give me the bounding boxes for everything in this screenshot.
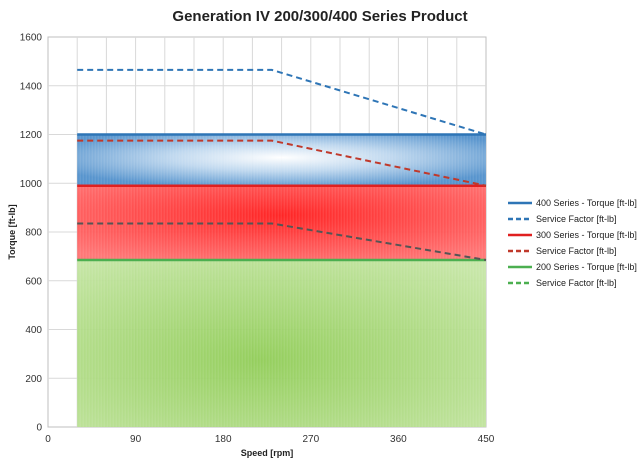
series-line-3 (77, 139, 487, 187)
legend: 400 Series - Torque [ft-lb] Service Facto… (508, 198, 637, 288)
x-tick-label: 0 (45, 434, 51, 445)
y-tick-label: 1600 (20, 33, 43, 44)
y-tick-label: 800 (25, 228, 42, 239)
y-axis-label: Torque [ft-lb] (7, 204, 17, 259)
series-line-5 (77, 222, 487, 262)
series-lines (77, 68, 487, 262)
legend-entry: Service Factor [ft-lb] (536, 246, 617, 256)
chart-title: Generation IV 200/300/400 Series Product (172, 8, 467, 25)
y-tick-label: 1400 (20, 81, 43, 92)
x-tick-label: 90 (130, 434, 142, 445)
legend-entry: Service Factor [ft-lb] (536, 278, 617, 288)
y-tick-label: 600 (25, 276, 42, 287)
x-axis-label: Speed [rpm] (241, 448, 294, 458)
legend-entry: Service Factor [ft-lb] (536, 214, 617, 224)
series-fills (77, 134, 486, 427)
series-line-1 (77, 68, 487, 136)
y-tick-label: 400 (25, 325, 42, 336)
y-tick-label: 200 (25, 374, 42, 385)
legend-entry: 200 Series - Torque [ft-lb] (536, 262, 637, 272)
series-fill-4 (77, 260, 486, 427)
x-tick-label: 450 (478, 434, 495, 445)
x-tick-label: 270 (302, 434, 319, 445)
legend-entry: 300 Series - Torque [ft-lb] (536, 230, 637, 240)
y-tick-label: 1000 (20, 179, 43, 190)
x-tick-label: 180 (215, 434, 232, 445)
x-tick-label: 360 (390, 434, 407, 445)
y-tick-label: 1200 (20, 130, 43, 141)
x-axis-ticks: 0 90 180 270 360 450 (45, 434, 495, 445)
legend-entry: 400 Series - Torque [ft-lb] (536, 198, 637, 208)
y-tick-label: 0 (36, 423, 42, 434)
y-axis-ticks: 0 200 400 600 800 1000 1200 1400 1600 (20, 33, 43, 434)
